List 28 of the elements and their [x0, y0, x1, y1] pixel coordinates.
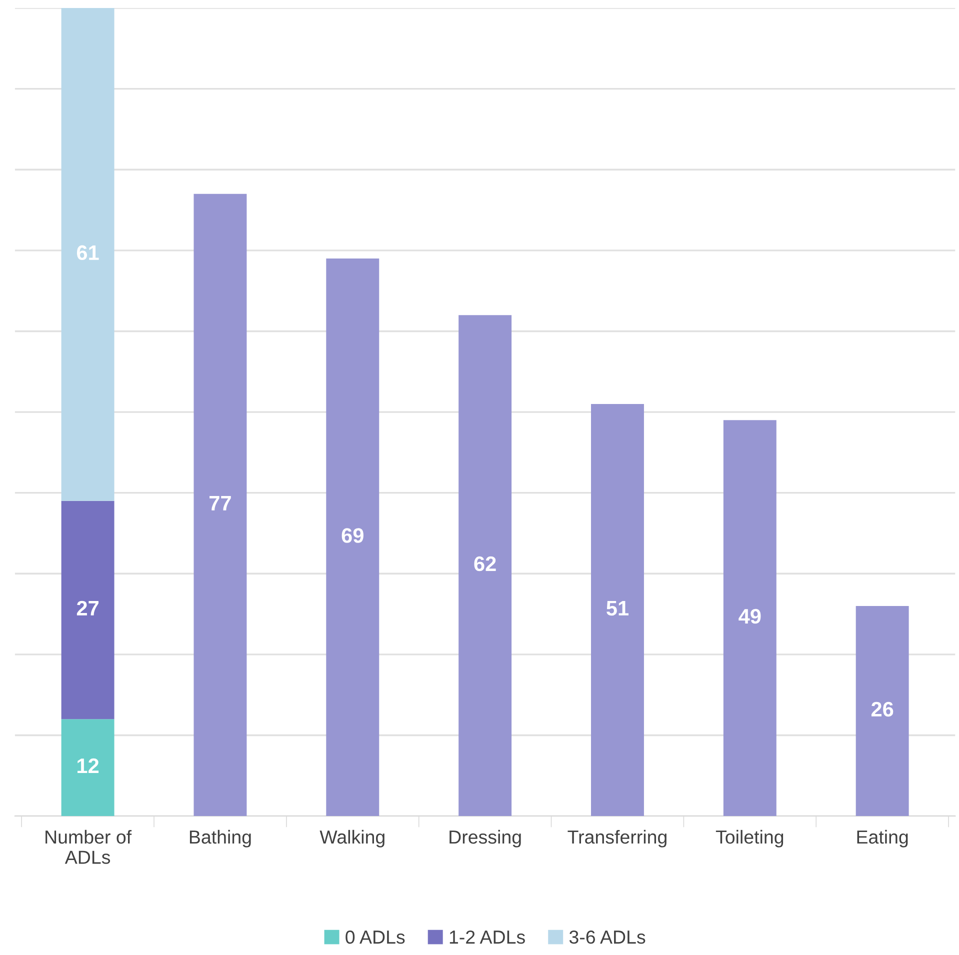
x-tick-label: Dressing	[450, 830, 521, 848]
bar	[194, 194, 247, 816]
data-label: 69	[342, 528, 364, 543]
x-tick-label: Eating	[857, 830, 908, 848]
bar	[723, 420, 776, 816]
x-tick-label: Transferring	[568, 830, 666, 848]
data-label: 62	[474, 556, 496, 572]
data-label: 51	[606, 601, 628, 616]
bar	[61, 719, 114, 816]
x-tick-label: Walking	[320, 830, 384, 848]
bar	[591, 404, 644, 816]
x-tick-label: Toileting	[716, 830, 784, 848]
bar	[458, 315, 512, 816]
data-label: 27	[76, 600, 98, 616]
data-label: 26	[871, 702, 894, 717]
bar	[61, 8, 114, 501]
legend-label: 3-6 ADLs	[569, 930, 646, 944]
data-label: 49	[738, 608, 761, 624]
data-label: 77	[210, 496, 231, 510]
bar	[326, 258, 380, 816]
x-tick-label: Number of ADLs	[46, 830, 132, 864]
legend-label: 1-2 ADLs	[450, 930, 525, 944]
data-label: 61	[76, 245, 99, 260]
data-label: 12	[78, 758, 99, 773]
bar	[856, 606, 909, 816]
x-tick-label: Bathing	[190, 830, 251, 848]
bar	[61, 500, 114, 720]
legend-label: 0 ADLs	[346, 930, 405, 944]
